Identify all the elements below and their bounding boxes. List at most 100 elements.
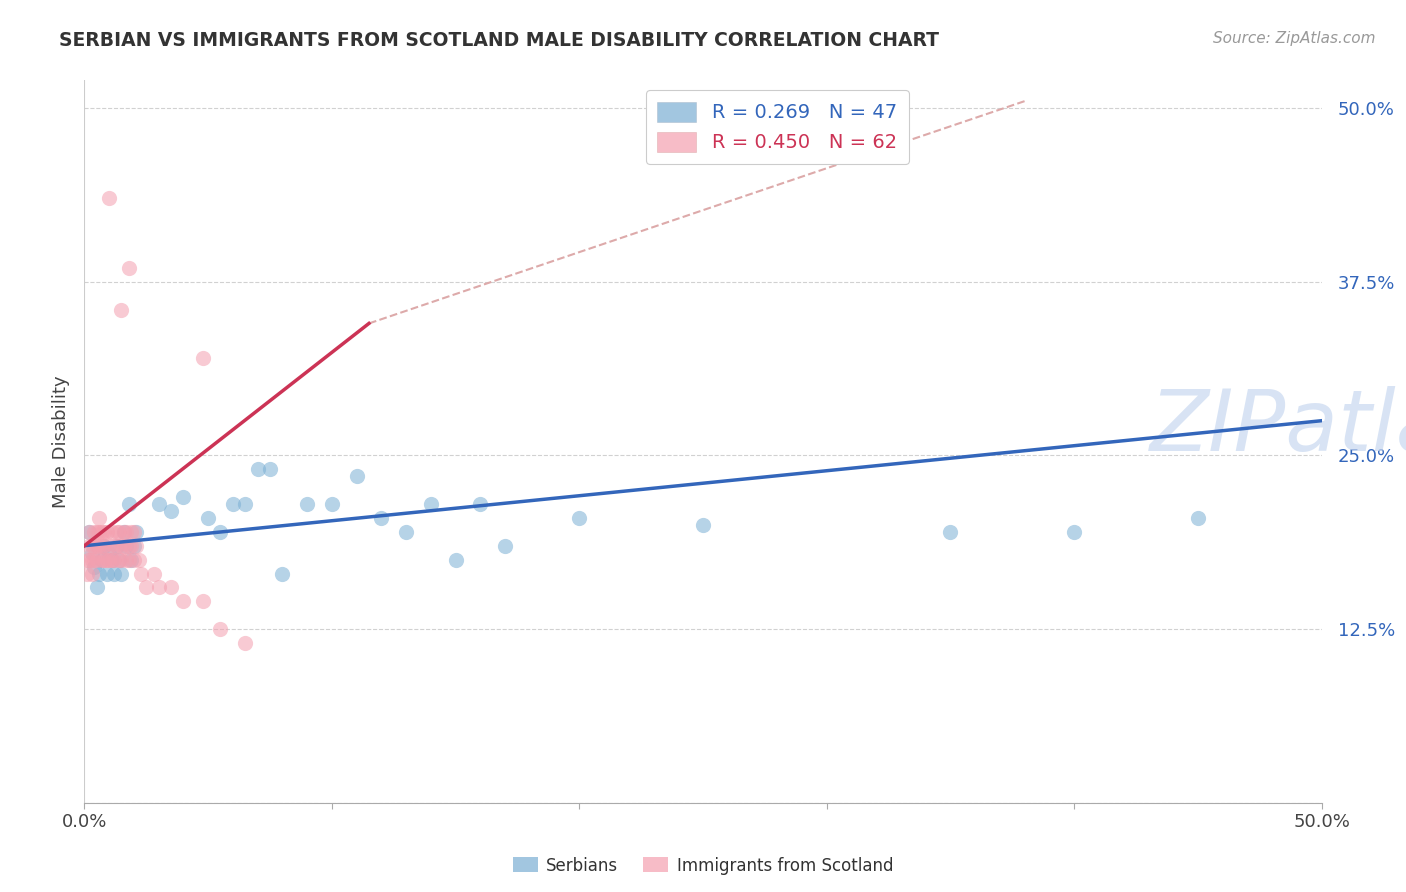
Point [125,524,148,539]
Point [125,539,148,553]
Point [108,552,131,566]
Point [470,497,492,511]
Point [89,566,111,581]
Point [110,552,132,566]
Point [96,524,118,539]
Point [86,552,108,566]
Point [191,594,214,608]
Point [295,497,318,511]
Point [89,524,111,539]
Point [191,351,214,366]
Point [692,517,714,532]
Point [148,497,170,511]
Point [122,552,145,566]
Point [89,539,111,553]
Point [118,260,141,275]
Point [100,524,122,539]
Point [90,552,112,566]
Point [118,539,141,553]
Point [271,566,294,581]
Point [90,524,112,539]
Point [98,539,121,553]
Point [118,497,141,511]
Point [815,128,838,143]
Point [115,524,138,539]
Point [89,511,111,525]
Point [128,552,150,566]
Point [112,539,135,553]
Point [86,524,108,539]
Point [76,566,98,581]
Point [115,552,138,566]
Point [122,539,145,553]
Point [96,552,118,566]
Point [118,552,141,566]
Point [105,524,128,539]
Point [90,539,112,553]
Point [129,566,152,581]
Point [142,566,165,581]
Legend: Serbians, Immigrants from Scotland: Serbians, Immigrants from Scotland [506,850,900,881]
Point [120,539,142,553]
Point [197,511,219,525]
Point [110,539,132,553]
Point [103,552,125,566]
Point [370,511,392,525]
Point [96,566,118,581]
Point [100,552,122,566]
Point [86,581,108,595]
Point [86,539,108,553]
Point [120,524,142,539]
Point [112,524,135,539]
Point [115,539,138,553]
Point [76,552,98,566]
Point [108,524,131,539]
Point [395,524,418,539]
Point [110,566,132,581]
Y-axis label: Male Disability: Male Disability [52,376,70,508]
Point [98,552,121,566]
Point [103,539,125,553]
Point [209,622,232,636]
Text: SERBIAN VS IMMIGRANTS FROM SCOTLAND MALE DISABILITY CORRELATION CHART: SERBIAN VS IMMIGRANTS FROM SCOTLAND MALE… [59,31,939,50]
Point [79,524,101,539]
Point [79,524,101,539]
Point [112,524,135,539]
Point [568,511,591,525]
Point [80,546,103,560]
Point [93,539,115,553]
Point [1063,524,1085,539]
Point [246,462,269,476]
Point [172,594,194,608]
Point [79,539,101,553]
Point [1187,511,1209,525]
Point [93,524,115,539]
Point [346,469,368,483]
Point [444,552,467,566]
Point [148,581,170,595]
Point [233,497,256,511]
Point [135,581,157,595]
Point [209,524,232,539]
Point [98,546,121,560]
Point [222,497,245,511]
Point [83,539,105,553]
Point [100,552,122,566]
Point [83,559,105,574]
Point [160,504,183,518]
Point [98,191,121,205]
Point [79,552,101,566]
Point [83,524,105,539]
Point [80,539,103,553]
Point [80,552,103,566]
Point [110,302,132,317]
Point [160,581,183,595]
Point [122,524,145,539]
Point [172,490,194,504]
Point [321,497,343,511]
Point [105,539,128,553]
Point [419,497,441,511]
Point [108,552,131,566]
Text: Source: ZipAtlas.com: Source: ZipAtlas.com [1212,31,1375,46]
Point [93,539,115,553]
